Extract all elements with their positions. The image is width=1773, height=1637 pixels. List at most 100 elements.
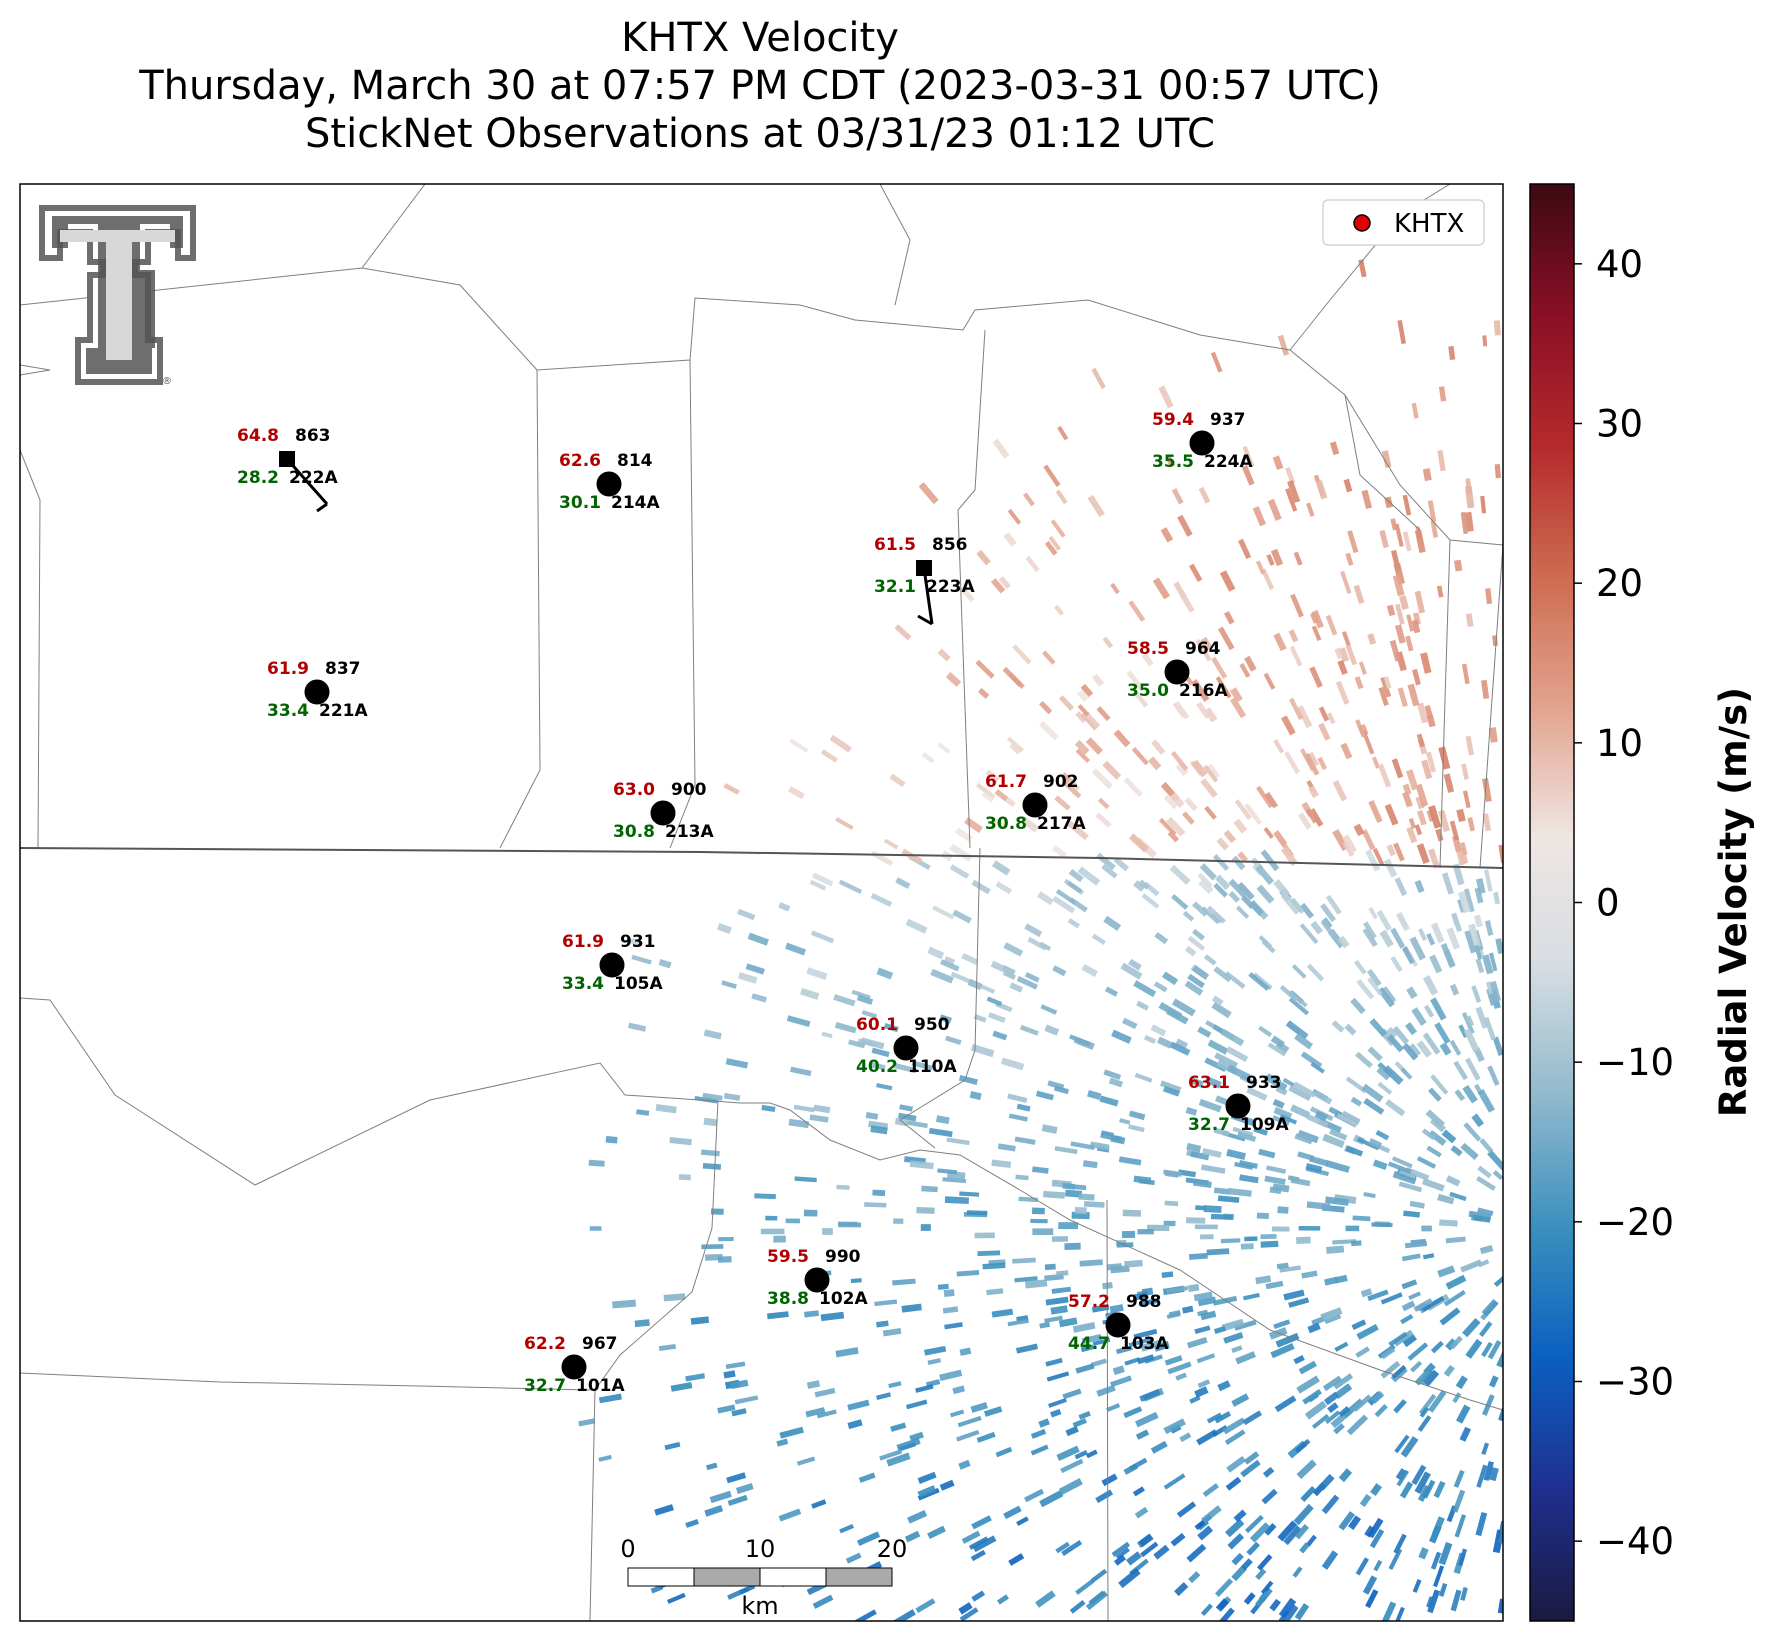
station-temperature: 64.8 <box>237 426 279 446</box>
station-id: 214A <box>611 493 660 513</box>
station-id: 223A <box>926 577 975 597</box>
station-pressure: 902 <box>1043 772 1079 792</box>
station-214A[interactable]: 62.6 814 30.1 214A <box>559 451 660 513</box>
station-circle-marker-icon <box>893 1035 919 1061</box>
station-temperature: 61.7 <box>985 772 1027 792</box>
colorbar-label: Radial Velocity (m/s) <box>1712 687 1755 1117</box>
station-circle-marker-icon <box>561 1354 587 1380</box>
station-dewpoint: 30.1 <box>559 493 601 513</box>
state-line <box>20 847 1503 869</box>
colorbar-tick-label: 0 <box>1596 882 1620 925</box>
station-221A[interactable]: 61.9 837 33.4 221A <box>267 659 368 721</box>
station-temperature: 62.6 <box>559 451 601 471</box>
colorbar-gradient <box>1529 183 1575 1622</box>
station-dewpoint: 32.7 <box>1188 1115 1230 1135</box>
station-217A[interactable]: 61.7 902 30.8 217A <box>985 772 1086 834</box>
station-105A[interactable]: 61.9 931 33.4 105A <box>562 932 663 994</box>
station-temperature: 59.4 <box>1152 410 1194 430</box>
station-id: 109A <box>1240 1115 1289 1135</box>
station-222A[interactable]: 64.8 863 28.2 222A <box>237 426 338 513</box>
station-dewpoint: 40.2 <box>856 1057 898 1077</box>
station-110A[interactable]: 60.1 950 40.2 110A <box>856 1015 957 1077</box>
station-dewpoint: 28.2 <box>237 468 279 488</box>
colorbar-tick-label: 10 <box>1596 722 1643 765</box>
legend-label: KHTX <box>1394 209 1464 239</box>
station-216A[interactable]: 58.5 964 35.0 216A <box>1127 639 1228 701</box>
station-temperature: 59.5 <box>767 1247 809 1267</box>
station-101A[interactable]: 62.2 967 32.7 101A <box>524 1334 625 1396</box>
colorbar-tick-label: −20 <box>1596 1201 1674 1244</box>
texas-tech-double-t-logo: ® <box>39 205 196 387</box>
map-frame <box>19 183 1504 1622</box>
station-temperature: 58.5 <box>1127 639 1169 659</box>
station-pressure: 863 <box>295 426 331 446</box>
station-dewpoint: 33.4 <box>267 701 309 721</box>
colorbar-tick-label: −40 <box>1596 1520 1674 1563</box>
station-pressure: 856 <box>932 535 968 555</box>
station-id: 217A <box>1037 814 1086 834</box>
station-pressure: 933 <box>1246 1073 1282 1093</box>
station-id: 101A <box>576 1376 625 1396</box>
colorbar-tick-label: 30 <box>1596 403 1643 446</box>
wind-barb-icon <box>285 458 329 513</box>
scale-label-0: 0 <box>620 1535 635 1563</box>
map-title: KHTX Velocity Thursday, March 30 at 07:5… <box>0 14 1520 158</box>
scale-bar: 0 10 20 km <box>620 1535 907 1620</box>
station-109A[interactable]: 63.1 933 32.7 109A <box>1188 1073 1289 1135</box>
station-temperature: 61.5 <box>874 535 916 555</box>
station-213A[interactable]: 63.0 900 30.8 213A <box>613 780 714 842</box>
station-id: 216A <box>1179 681 1228 701</box>
station-pressure: 937 <box>1210 410 1246 430</box>
station-pressure: 964 <box>1185 639 1221 659</box>
station-pressure: 931 <box>620 932 656 952</box>
station-circle-marker-icon <box>1164 659 1190 685</box>
station-circle-marker-icon <box>1022 792 1048 818</box>
sticknet-stations: 64.8 863 28.2 222A 62.6 814 30.1 214A 59.4 937 35.… <box>237 410 1289 1396</box>
station-102A[interactable]: 59.5 990 38.8 102A <box>767 1247 868 1309</box>
station-pressure: 950 <box>914 1015 950 1035</box>
county-boundaries <box>20 184 1503 1621</box>
station-103A[interactable]: 57.2 988 44.7 103A <box>1068 1292 1169 1354</box>
colorbar-tick-label: −10 <box>1596 1041 1674 1084</box>
station-dewpoint: 30.8 <box>985 814 1027 834</box>
radar-velocity-field <box>578 259 1503 1621</box>
station-circle-marker-icon <box>1105 1312 1131 1338</box>
logo-registered-mark: ® <box>162 376 172 387</box>
station-circle-marker-icon <box>650 800 676 826</box>
station-dewpoint: 38.8 <box>767 1289 809 1309</box>
station-circle-marker-icon <box>1225 1093 1251 1119</box>
scale-label-10: 10 <box>745 1535 776 1563</box>
station-temperature: 61.9 <box>267 659 309 679</box>
station-circle-marker-icon <box>599 952 625 978</box>
title-line-3: StickNet Observations at 03/31/23 01:12 … <box>305 111 1215 157</box>
station-223A[interactable]: 61.5 856 32.1 223A <box>874 535 975 626</box>
station-pressure: 900 <box>671 780 707 800</box>
station-dewpoint: 33.4 <box>562 974 604 994</box>
station-dewpoint: 32.1 <box>874 577 916 597</box>
station-circle-marker-icon <box>304 679 330 705</box>
station-id: 103A <box>1120 1334 1169 1354</box>
station-temperature: 62.2 <box>524 1334 566 1354</box>
station-pressure: 967 <box>582 1334 618 1354</box>
station-id: 105A <box>614 974 663 994</box>
station-id: 102A <box>819 1289 868 1309</box>
station-temperature: 61.9 <box>562 932 604 952</box>
station-dewpoint: 30.8 <box>613 822 655 842</box>
station-pressure: 814 <box>617 451 653 471</box>
colorbar: 40 30 20 10 0 −10 −20 −30 −40 Radial Velocity (m… <box>1529 183 1755 1622</box>
station-pressure: 990 <box>825 1247 861 1267</box>
colorbar-tick-label: −30 <box>1596 1361 1674 1404</box>
station-dewpoint: 35.0 <box>1127 681 1169 701</box>
station-temperature: 63.0 <box>613 780 655 800</box>
station-224A[interactable]: 59.4 937 35.5 224A <box>1152 410 1253 472</box>
station-dewpoint: 32.7 <box>524 1376 566 1396</box>
colorbar-tick-label: 40 <box>1596 243 1643 286</box>
wind-barb-icon <box>917 567 934 626</box>
station-id: 110A <box>908 1057 957 1077</box>
station-pressure: 837 <box>325 659 361 679</box>
colorbar-tick-label: 20 <box>1596 562 1643 605</box>
station-temperature: 60.1 <box>856 1015 898 1035</box>
station-circle-marker-icon <box>596 471 622 497</box>
station-id: 224A <box>1204 452 1253 472</box>
